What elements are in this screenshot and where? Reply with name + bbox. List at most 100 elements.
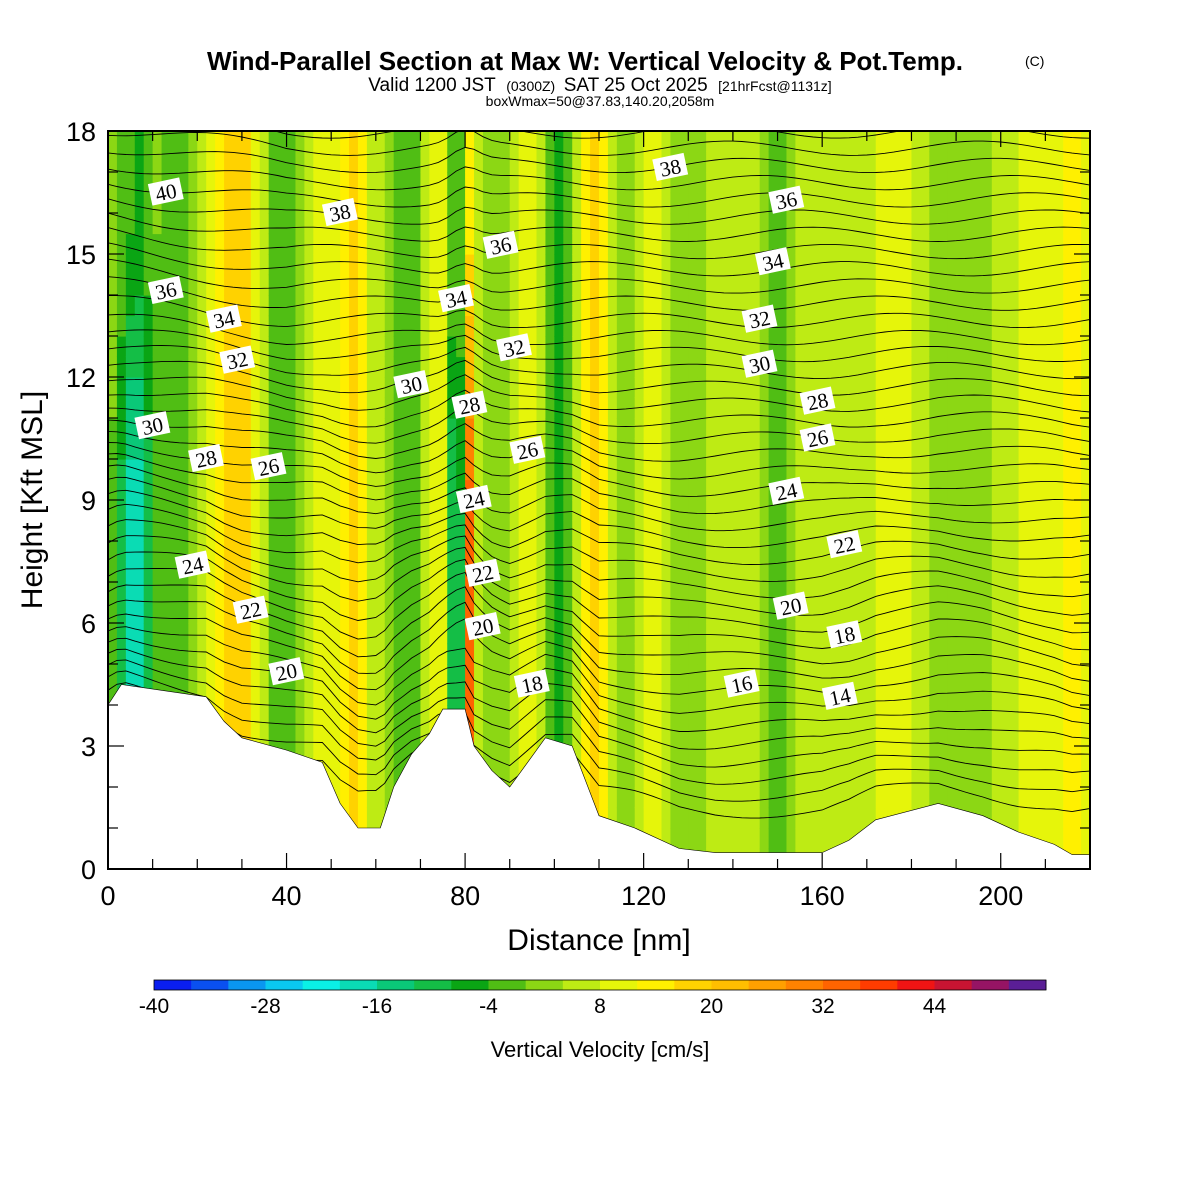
velocity-cell xyxy=(706,500,716,522)
velocity-cell xyxy=(920,561,930,583)
velocity-cell xyxy=(241,192,252,214)
velocity-cell xyxy=(1000,541,1011,563)
velocity-cell xyxy=(170,561,181,583)
velocity-cell xyxy=(840,315,850,337)
velocity-cell xyxy=(875,356,886,378)
theta-contour xyxy=(108,146,1090,174)
velocity-cell xyxy=(732,807,743,829)
velocity-cell xyxy=(474,336,484,358)
velocity-cell xyxy=(572,459,582,481)
velocity-cell xyxy=(616,315,627,337)
velocity-cell xyxy=(1081,807,1090,829)
velocity-cell xyxy=(804,643,814,665)
velocity-cell xyxy=(661,254,672,276)
velocity-cell xyxy=(509,151,520,173)
velocity-cell xyxy=(982,459,993,481)
velocity-cell xyxy=(1009,561,1020,583)
velocity-cell xyxy=(848,500,859,522)
velocity-cell xyxy=(429,500,439,522)
velocity-cell xyxy=(786,131,796,153)
velocity-cell xyxy=(607,479,618,501)
velocity-cell xyxy=(295,643,305,665)
velocity-cell xyxy=(268,254,279,276)
velocity-cell xyxy=(848,397,859,419)
contour-label: 22 xyxy=(464,558,501,588)
velocity-cell xyxy=(108,582,118,604)
velocity-cell xyxy=(259,438,270,460)
velocity-cell xyxy=(545,356,555,378)
theta-contour xyxy=(108,519,1090,599)
velocity-cell xyxy=(482,643,493,665)
velocity-cell xyxy=(795,172,805,194)
velocity-cell xyxy=(982,315,993,337)
velocity-cell xyxy=(331,582,341,604)
velocity-cell xyxy=(250,561,261,583)
velocity-cell xyxy=(518,643,529,665)
velocity-cell xyxy=(840,254,850,276)
theta-contour xyxy=(108,166,1090,191)
velocity-cell xyxy=(402,520,413,542)
velocity-cell xyxy=(643,172,654,194)
velocity-cell xyxy=(831,787,841,809)
velocity-cell xyxy=(152,561,163,583)
velocity-cell xyxy=(652,131,663,153)
velocity-cell xyxy=(491,192,502,214)
velocity-cell xyxy=(384,192,395,214)
velocity-cell xyxy=(1036,233,1046,255)
velocity-cell xyxy=(438,500,448,522)
velocity-cell xyxy=(625,684,636,706)
contour-label-box xyxy=(652,152,689,182)
velocity-cell xyxy=(304,664,314,686)
velocity-cell xyxy=(795,377,805,399)
velocity-cell xyxy=(831,295,841,317)
velocity-cell xyxy=(197,623,207,645)
velocity-cell xyxy=(554,131,564,153)
velocity-cell xyxy=(170,541,181,563)
velocity-cell xyxy=(840,766,850,788)
velocity-cell xyxy=(116,151,127,173)
velocity-cell xyxy=(277,479,288,501)
velocity-cell xyxy=(652,766,663,788)
velocity-cell xyxy=(741,582,752,604)
velocity-cell xyxy=(1000,172,1011,194)
velocity-cell xyxy=(134,274,145,296)
velocity-cell xyxy=(822,828,832,850)
velocity-cell xyxy=(706,397,716,419)
velocity-cell xyxy=(625,172,636,194)
velocity-cell xyxy=(108,151,118,173)
velocity-cell xyxy=(509,766,520,788)
velocity-cell xyxy=(447,377,457,399)
velocity-cell xyxy=(259,233,270,255)
velocity-cell xyxy=(340,520,350,542)
velocity-cell xyxy=(304,582,314,604)
velocity-cell xyxy=(215,623,225,645)
velocity-cell xyxy=(1045,746,1055,768)
velocity-cell xyxy=(634,746,645,768)
velocity-cell xyxy=(607,254,618,276)
velocity-cell xyxy=(616,725,627,747)
velocity-cell xyxy=(715,315,725,337)
velocity-cell xyxy=(232,479,243,501)
velocity-cell xyxy=(1063,807,1073,829)
velocity-cell xyxy=(286,233,297,255)
velocity-cell xyxy=(393,684,404,706)
velocity-cell xyxy=(697,315,707,337)
velocity-cell xyxy=(723,377,734,399)
velocity-cell xyxy=(429,418,439,440)
velocity-cell xyxy=(143,602,154,624)
velocity-cell xyxy=(456,602,466,624)
velocity-cell xyxy=(465,418,475,440)
velocity-cell xyxy=(902,582,913,604)
velocity-cell xyxy=(956,582,966,604)
velocity-cell xyxy=(991,254,1002,276)
velocity-cell xyxy=(902,520,913,542)
velocity-cell xyxy=(875,459,886,481)
velocity-cell xyxy=(349,787,359,809)
velocity-cell xyxy=(393,192,404,214)
velocity-cell xyxy=(1036,131,1046,153)
velocity-cell xyxy=(679,438,689,460)
velocity-cell xyxy=(857,623,868,645)
velocity-cell xyxy=(349,233,359,255)
velocity-cell xyxy=(911,602,921,624)
velocity-cell xyxy=(1027,295,1038,317)
